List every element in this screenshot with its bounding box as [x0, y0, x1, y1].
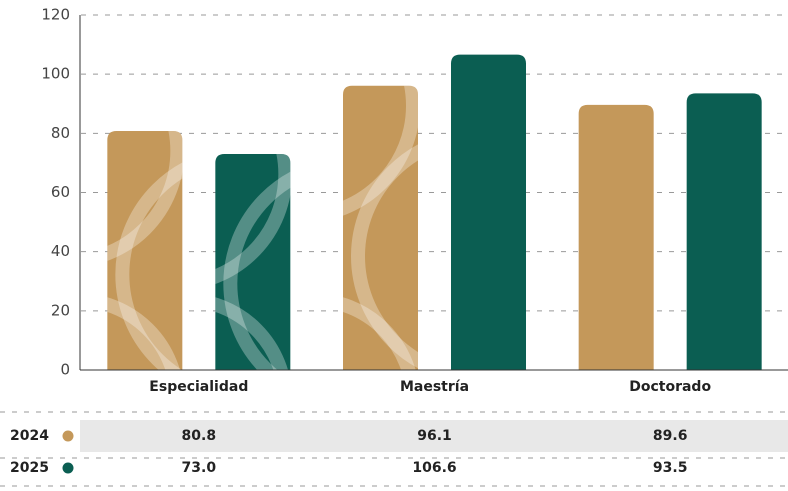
bar: [107, 130, 183, 370]
table-value: 73.0: [182, 460, 217, 476]
pattern-arc: [223, 156, 291, 370]
y-tick-label: 120: [41, 6, 70, 24]
bar: [578, 104, 654, 370]
y-tick-label: 20: [51, 301, 70, 319]
table-value: 89.6: [653, 428, 688, 444]
bar: [686, 93, 762, 370]
legend-label: 2024: [10, 428, 49, 444]
bar-pattern: [107, 130, 183, 370]
pattern-arc: [215, 154, 291, 292]
y-tick-label: 80: [51, 124, 70, 142]
x-tick-label: Doctorado: [629, 379, 711, 395]
y-tick-label: 60: [51, 183, 70, 201]
pattern-arc: [351, 129, 418, 371]
table-value: 106.6: [412, 460, 456, 476]
bar-pattern: [343, 85, 418, 371]
table-value: 80.8: [182, 428, 217, 444]
x-tick-label: Especialidad: [149, 379, 248, 395]
pattern-arc: [107, 130, 183, 268]
table-value: 96.1: [417, 428, 452, 444]
table-row-bg: [80, 420, 788, 452]
bar-pattern: [215, 154, 291, 370]
bar: [343, 85, 418, 371]
x-tick-label: Maestría: [400, 379, 469, 395]
legend-dot: [62, 430, 74, 442]
legend-label: 2025: [10, 460, 49, 476]
y-tick-label: 40: [51, 242, 70, 260]
pattern-arc: [343, 85, 418, 223]
bar: [451, 54, 526, 371]
bar: [215, 154, 291, 370]
pattern-arc: [115, 147, 183, 370]
y-tick-label: 100: [41, 65, 70, 83]
y-tick-label: 0: [60, 361, 70, 379]
table-value: 93.5: [653, 460, 688, 476]
legend-dot: [62, 462, 74, 474]
